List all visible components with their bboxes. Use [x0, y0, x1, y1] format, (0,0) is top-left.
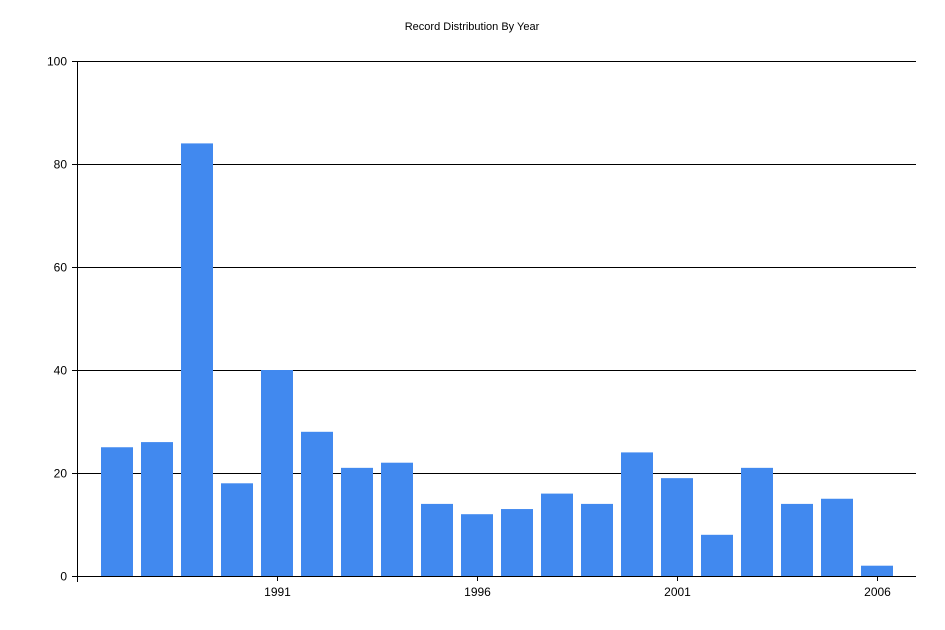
y-tick-label: 0 — [60, 570, 67, 584]
bar-2004 — [781, 503, 813, 576]
bar-2000 — [621, 452, 653, 576]
bar-1993 — [341, 467, 373, 576]
chart-title: Record Distribution By Year — [405, 21, 540, 33]
x-tick-label: 1991 — [264, 585, 291, 599]
x-tick-label: 1996 — [464, 585, 491, 599]
bar-2002 — [701, 534, 733, 576]
bar-2003 — [741, 467, 773, 576]
bar-1989 — [181, 143, 213, 576]
bar-2001 — [661, 478, 693, 576]
bar-2006 — [861, 565, 893, 576]
y-tick-label: 80 — [54, 158, 68, 172]
y-tick-label: 60 — [54, 261, 68, 275]
bar-1997 — [501, 509, 533, 576]
bar-1999 — [581, 503, 613, 576]
bar-1996 — [461, 514, 493, 576]
bar-1990 — [221, 483, 253, 576]
bar-2005 — [821, 498, 853, 576]
x-tick-label: 2006 — [864, 585, 891, 599]
bar-1998 — [541, 493, 573, 576]
bar-1994 — [381, 462, 413, 576]
x-tick-label: 2001 — [664, 585, 691, 599]
bar-1992 — [301, 431, 333, 576]
bar-1987 — [101, 447, 133, 576]
bar-1995 — [421, 503, 453, 576]
y-tick-label: 40 — [54, 364, 68, 378]
y-tick-label: 20 — [54, 467, 68, 481]
y-tick-label: 100 — [47, 55, 67, 69]
bar-1988 — [141, 442, 173, 576]
bar-1991 — [261, 370, 293, 576]
